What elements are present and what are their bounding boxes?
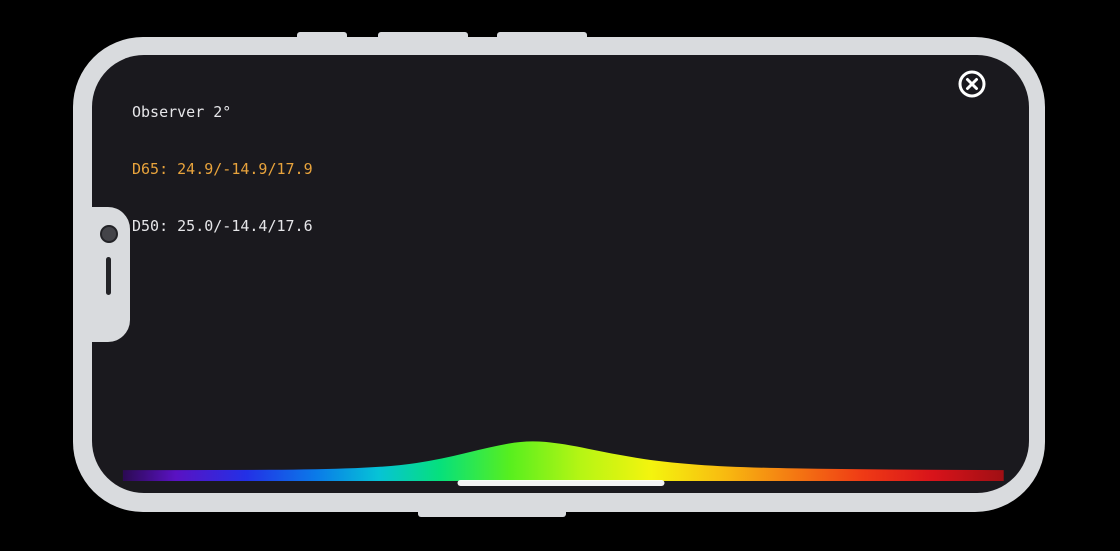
phone-side-button bbox=[378, 32, 468, 38]
stage: Observer 2° D65: 24.9/-14.9/17.9 D50: 25… bbox=[0, 0, 1120, 551]
d65-lab-readout: D65: 24.9/-14.9/17.9 bbox=[132, 160, 313, 179]
earpiece-speaker bbox=[106, 257, 111, 295]
phone-side-button bbox=[497, 32, 587, 38]
d50-lab-readout: D50: 25.0/-14.4/17.6 bbox=[132, 217, 313, 236]
home-indicator[interactable] bbox=[457, 480, 664, 486]
phone-side-button bbox=[418, 511, 566, 517]
spectrum-chart bbox=[92, 413, 1029, 481]
front-camera-icon bbox=[100, 225, 118, 243]
close-icon bbox=[957, 69, 987, 99]
close-button[interactable] bbox=[957, 69, 987, 99]
observer-label: Observer 2° bbox=[132, 103, 313, 122]
phone-side-button bbox=[297, 32, 347, 38]
measurement-overlay: Observer 2° D65: 24.9/-14.9/17.9 D50: 25… bbox=[132, 65, 313, 274]
phone-screen: Observer 2° D65: 24.9/-14.9/17.9 D50: 25… bbox=[92, 55, 1029, 493]
